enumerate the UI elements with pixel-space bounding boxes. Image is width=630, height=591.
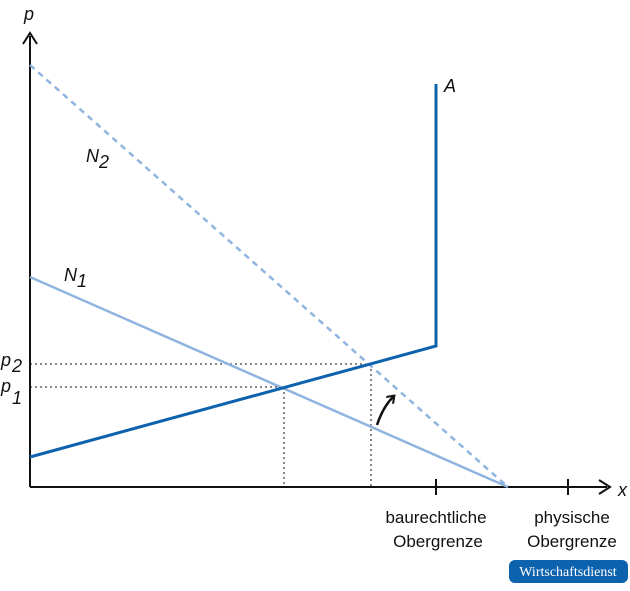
legal-limit-line1: baurechtliche	[385, 508, 486, 527]
demand-1-label: N1	[64, 265, 87, 291]
demand-2-base: N	[86, 146, 100, 166]
supply-curve	[29, 84, 438, 459]
price-1-sub: 1	[12, 388, 22, 408]
x-arrow	[598, 479, 612, 495]
demand-2-sub: 2	[98, 152, 109, 172]
price-2-label: p2	[0, 350, 22, 376]
x-axis-label: x	[617, 480, 628, 500]
source-text: Wirtschaftsdienst	[519, 565, 617, 580]
demand-2-label: N2	[86, 146, 109, 172]
source-badge	[509, 560, 628, 583]
shift-arrow	[375, 397, 393, 426]
price-1-base: p	[0, 376, 11, 396]
physical-limit-line1: physische	[534, 508, 610, 527]
price-2-sub: 2	[11, 356, 22, 376]
price-1-label: p1	[0, 376, 22, 408]
legal-limit-line2: Obergrenze	[393, 532, 483, 551]
demand-2-curve	[29, 64, 509, 488]
demand-1-base: N	[64, 265, 78, 285]
price-2-base: p	[0, 350, 11, 370]
y-axis-label: p	[23, 4, 34, 24]
demand-1-curve	[29, 275, 509, 489]
supply-label: A	[443, 76, 456, 96]
y-arrow	[22, 31, 38, 45]
physical-limit-line2: Obergrenze	[527, 532, 617, 551]
demand-1-sub: 1	[77, 271, 87, 291]
